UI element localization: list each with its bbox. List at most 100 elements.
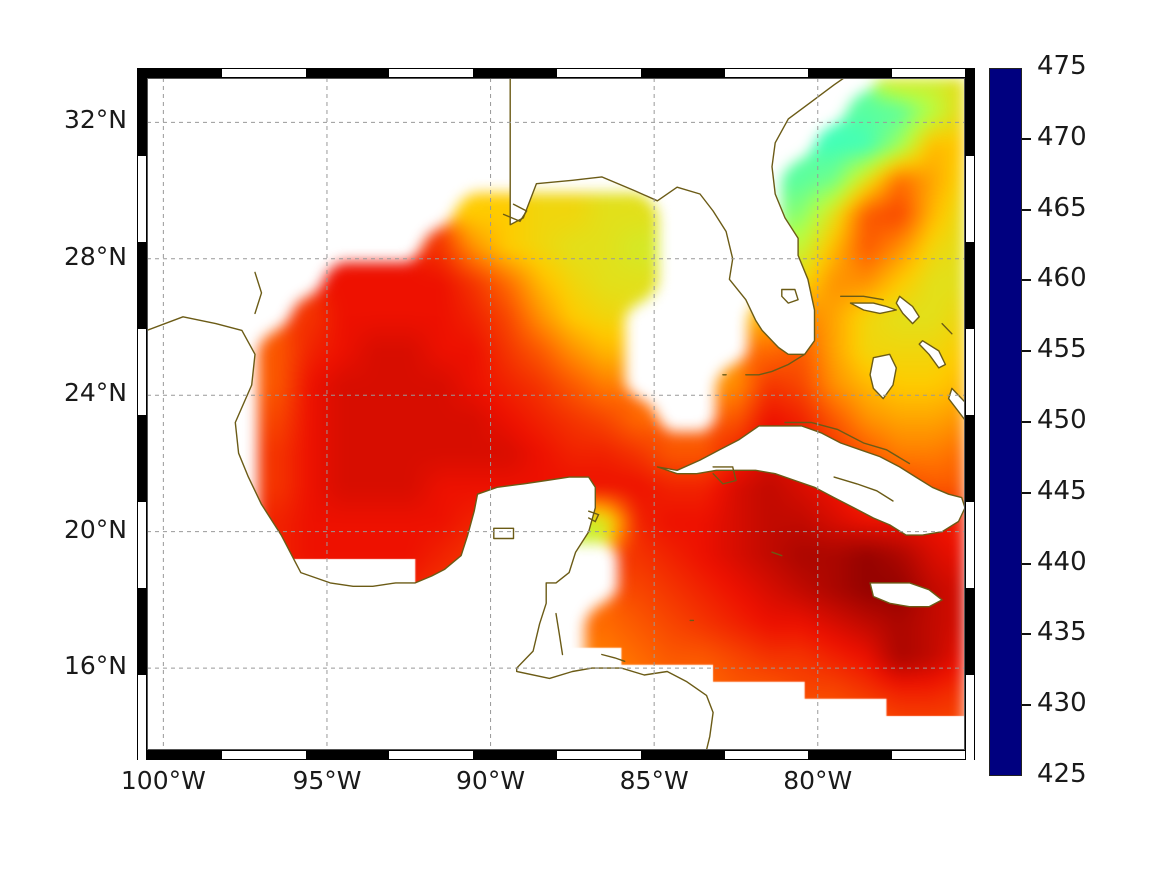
landmass-abaco bbox=[895, 295, 920, 325]
colorbar-tick-label: 435 bbox=[1037, 617, 1087, 648]
frame-stripe-segment bbox=[966, 69, 974, 156]
map-frame-top bbox=[137, 68, 976, 78]
frame-stripe-segment bbox=[138, 155, 146, 242]
latitude-tick-label: 28°N bbox=[63, 241, 127, 271]
frame-stripe-segment bbox=[473, 69, 557, 77]
longitude-tick-label: 85°W bbox=[619, 766, 689, 795]
landmass-cuba bbox=[656, 425, 965, 536]
map-frame-right bbox=[965, 68, 975, 761]
frame-stripe-segment bbox=[966, 415, 974, 502]
landmass-jamaica bbox=[869, 582, 943, 608]
frame-stripe-segment bbox=[892, 751, 976, 759]
frame-stripe-segment bbox=[966, 242, 974, 329]
colorbar-tick-mark bbox=[1022, 491, 1031, 494]
colorbar-tick-mark bbox=[1022, 704, 1031, 707]
coastline-mississippi-delta bbox=[502, 203, 528, 223]
latitude-tick-label: 24°N bbox=[63, 378, 127, 408]
frame-stripe-segment bbox=[138, 328, 146, 415]
frame-stripe-segment bbox=[557, 751, 641, 759]
colorbar-tick-mark bbox=[1022, 421, 1031, 423]
coastline-belize-cays bbox=[555, 612, 564, 656]
frame-stripe-segment bbox=[892, 69, 976, 77]
map-plot-area[interactable] bbox=[147, 78, 965, 750]
frame-stripe-segment bbox=[724, 69, 809, 77]
frame-stripe-segment bbox=[808, 69, 893, 77]
map-frame-left bbox=[137, 68, 147, 761]
frame-stripe-segment bbox=[557, 69, 641, 77]
colorbar-tick-mark bbox=[1022, 137, 1031, 140]
colorbar-tick-label: 430 bbox=[1037, 688, 1087, 719]
frame-stripe-segment bbox=[389, 69, 474, 77]
longitude-tick-label: 90°W bbox=[456, 766, 526, 795]
frame-stripe-segment bbox=[138, 69, 222, 77]
graticule-grid-layer bbox=[147, 78, 965, 750]
colorbar-tick-label: 425 bbox=[1037, 759, 1087, 789]
frame-stripe-segment bbox=[138, 415, 146, 502]
colorbar-gradient bbox=[989, 68, 1022, 776]
colorbar-tick-label: 475 bbox=[1037, 51, 1087, 81]
landmass-andros bbox=[869, 353, 897, 400]
longitude-tick-label: 95°W bbox=[292, 766, 362, 795]
frame-stripe-segment bbox=[966, 328, 974, 415]
frame-stripe-segment bbox=[221, 69, 306, 77]
frame-stripe-segment bbox=[966, 501, 974, 588]
colorbar-tick-label: 445 bbox=[1037, 475, 1087, 506]
coastline-layer bbox=[147, 78, 965, 750]
colorbar-tick-label: 470 bbox=[1037, 121, 1087, 152]
coastline-bermuda-shoals bbox=[941, 322, 953, 335]
frame-stripe-segment bbox=[221, 751, 306, 759]
landmass-yucatan-lagoon bbox=[493, 527, 515, 540]
frame-stripe-segment bbox=[966, 674, 974, 761]
frame-stripe-segment bbox=[966, 155, 974, 242]
frame-stripe-segment bbox=[138, 501, 146, 588]
frame-stripe-segment bbox=[966, 588, 974, 675]
frame-stripe-segment bbox=[640, 69, 725, 77]
frame-stripe-segment bbox=[808, 751, 893, 759]
landmass-grand-bahama bbox=[849, 302, 897, 315]
coastline-cuba-south-cays bbox=[833, 476, 894, 502]
frame-stripe-segment bbox=[640, 751, 725, 759]
map-axes[interactable] bbox=[137, 68, 976, 761]
colorbar-tick-mark bbox=[1022, 279, 1031, 282]
colorbar-tick-mark bbox=[1022, 562, 1031, 565]
frame-stripe-segment bbox=[138, 242, 146, 329]
colorbar-tick-label: 460 bbox=[1037, 263, 1087, 294]
colorbar-tick-mark bbox=[1022, 633, 1031, 636]
frame-stripe-segment bbox=[305, 69, 390, 77]
frame-stripe-segment bbox=[724, 751, 809, 759]
landmass-north-america-gulf-coast bbox=[147, 78, 714, 750]
frame-stripe-segment bbox=[138, 588, 146, 675]
colorbar-tick-label: 465 bbox=[1037, 192, 1087, 223]
coastline-cayman bbox=[771, 551, 783, 557]
landmass-long-island-bah bbox=[947, 387, 965, 422]
longitude-tick-label: 100°W bbox=[120, 766, 206, 795]
colorbar-tick-mark bbox=[1022, 208, 1031, 211]
latitude-tick-label: 16°N bbox=[63, 651, 127, 681]
frame-stripe-segment bbox=[305, 751, 390, 759]
frame-stripe-segment bbox=[473, 751, 557, 759]
coastline-isla-juventud bbox=[712, 466, 737, 485]
longitude-tick-label: 80°W bbox=[783, 766, 853, 795]
landmass-us-southeast bbox=[509, 78, 845, 355]
latitude-tick-label: 32°N bbox=[63, 105, 127, 135]
colorbar-tick-label: 455 bbox=[1037, 334, 1087, 365]
colorbar-tick-mark bbox=[1022, 350, 1031, 353]
coastline-bay-islands bbox=[601, 653, 626, 662]
map-frame-bottom bbox=[137, 750, 976, 760]
coastline-florida-keys bbox=[745, 353, 806, 376]
coastline-cozumel bbox=[588, 510, 600, 523]
coastline-bahama-bank-edge bbox=[840, 295, 884, 301]
colorbar-tick-label: 440 bbox=[1037, 546, 1087, 577]
frame-stripe-segment bbox=[389, 751, 474, 759]
latitude-tick-label: 20°N bbox=[63, 514, 127, 544]
frame-stripe-segment bbox=[138, 69, 146, 156]
coastline-texas-barrier bbox=[254, 271, 263, 315]
colorbar-tick-label: 450 bbox=[1037, 405, 1087, 435]
frame-stripe-segment bbox=[138, 751, 222, 759]
landmass-lake-okeechobee bbox=[781, 288, 799, 304]
colorbar[interactable]: 425 430 435 440 445 450 455 460 465 470 475 bbox=[989, 51, 1087, 789]
coastline-cuba-north-cays bbox=[784, 421, 911, 465]
landmass-eleuthera bbox=[918, 340, 947, 369]
frame-stripe-segment bbox=[138, 674, 146, 761]
